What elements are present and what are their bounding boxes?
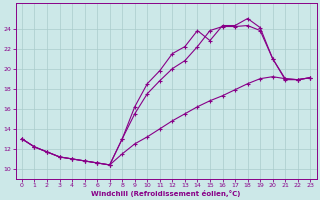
X-axis label: Windchill (Refroidissement éolien,°C): Windchill (Refroidissement éolien,°C) [92, 190, 241, 197]
